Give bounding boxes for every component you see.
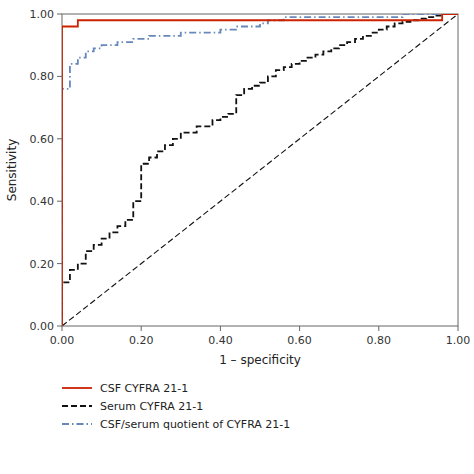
chart: 0.00 0.20 0.40 0.60 0.80 1.00 0.00 0.20 0.40 0.60…	[0, 0, 474, 474]
plot-area	[62, 14, 458, 326]
y-tick-label: 1.00	[30, 8, 55, 21]
x-tick	[141, 326, 142, 331]
legend-swatch	[62, 387, 92, 389]
x-tick-label: 0.20	[129, 334, 154, 347]
y-tick-label: 0.60	[30, 133, 55, 146]
legend-swatch	[62, 405, 92, 407]
y-tick	[57, 326, 62, 327]
y-tick	[57, 14, 62, 15]
y-tick	[57, 76, 62, 77]
x-tick	[458, 326, 459, 331]
series-line	[62, 14, 458, 326]
y-axis-label: Sensitivity	[5, 139, 19, 201]
y-tick-label: 0.80	[30, 70, 55, 83]
legend-label: CSF CYFRA 21-1	[100, 382, 188, 395]
x-tick	[378, 326, 379, 331]
x-axis-label: 1 – specificity	[219, 353, 301, 367]
x-tick	[220, 326, 221, 331]
x-tick	[62, 326, 63, 331]
x-tick-label: 1.00	[446, 334, 471, 347]
y-tick-label: 0.40	[30, 195, 55, 208]
plot-frame	[62, 14, 458, 326]
legend-swatch	[62, 423, 92, 425]
x-tick-label: 0.40	[208, 334, 233, 347]
y-tick	[57, 201, 62, 202]
series-line	[62, 14, 458, 326]
reference-line	[62, 14, 458, 326]
legend: CSF CYFRA 21-1 Serum CYFRA 21-1 CSF/serum …	[62, 382, 290, 431]
legend-label: Serum CYFRA 21-1	[100, 400, 203, 413]
y-tick-label: 0.20	[30, 258, 55, 271]
legend-label: CSF/serum quotient of CYFRA 21-1	[100, 418, 290, 431]
x-tick-label: 0.00	[50, 334, 75, 347]
x-tick-label: 0.60	[287, 334, 312, 347]
x-tick-label: 0.80	[367, 334, 392, 347]
y-tick	[57, 263, 62, 264]
y-tick-label: 0.00	[30, 320, 55, 333]
x-tick	[299, 326, 300, 331]
series-line	[62, 14, 458, 326]
y-tick	[57, 138, 62, 139]
